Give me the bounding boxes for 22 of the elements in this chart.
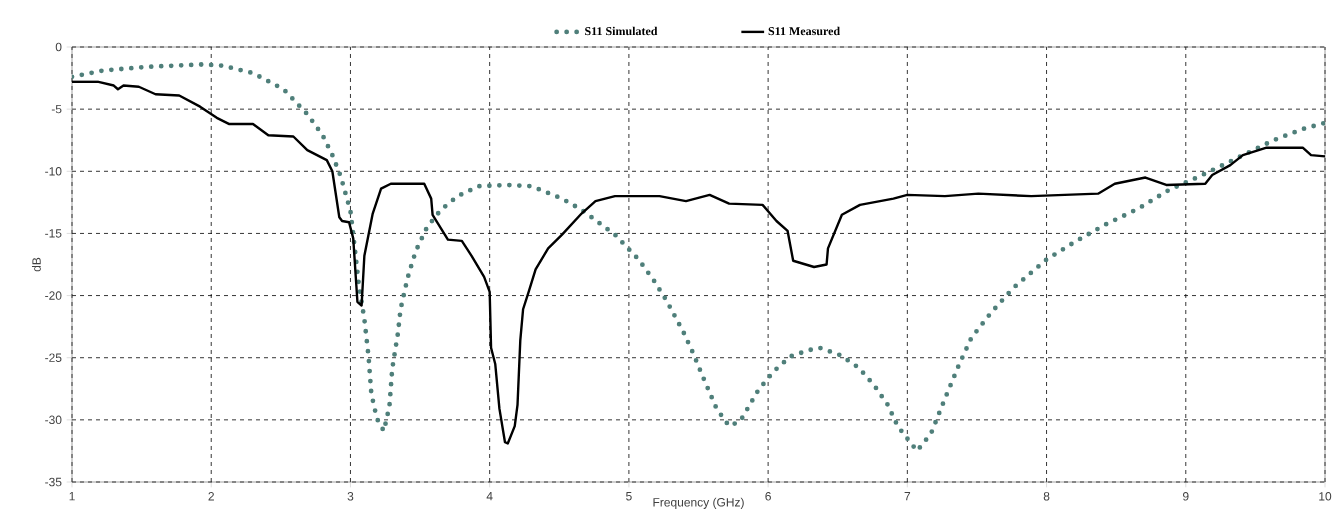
x-tick-label: 4 — [486, 492, 493, 501]
x-tick-label: 3 — [347, 492, 354, 501]
y-tick-label: -35 — [45, 477, 62, 487]
x-tick-label: 9 — [1183, 492, 1189, 501]
x-tick-label: 1 — [69, 492, 75, 501]
x-tick-label: 2 — [208, 492, 214, 501]
y-tick-label: -5 — [51, 104, 62, 114]
x-tick-label: 5 — [626, 492, 632, 501]
x-axis-title: Frequency (GHz) — [653, 497, 744, 509]
y-tick-label: -15 — [45, 229, 62, 238]
y-tick-label: -25 — [45, 353, 62, 362]
y-tick-label: -10 — [45, 167, 62, 176]
y-axis-title: dB — [31, 257, 41, 272]
x-tick-label: 10 — [1319, 492, 1332, 501]
x-tick-label: 8 — [1043, 492, 1050, 501]
legend-label: S11 Measured — [768, 26, 840, 36]
y-tick-label: 0 — [55, 42, 62, 52]
legend-label: S11 Simulated — [585, 26, 658, 36]
x-tick-label: 7 — [904, 492, 911, 501]
y-tick-label: -30 — [45, 415, 62, 425]
x-tick-label: 6 — [765, 492, 771, 501]
y-tick-label: -20 — [45, 291, 62, 300]
